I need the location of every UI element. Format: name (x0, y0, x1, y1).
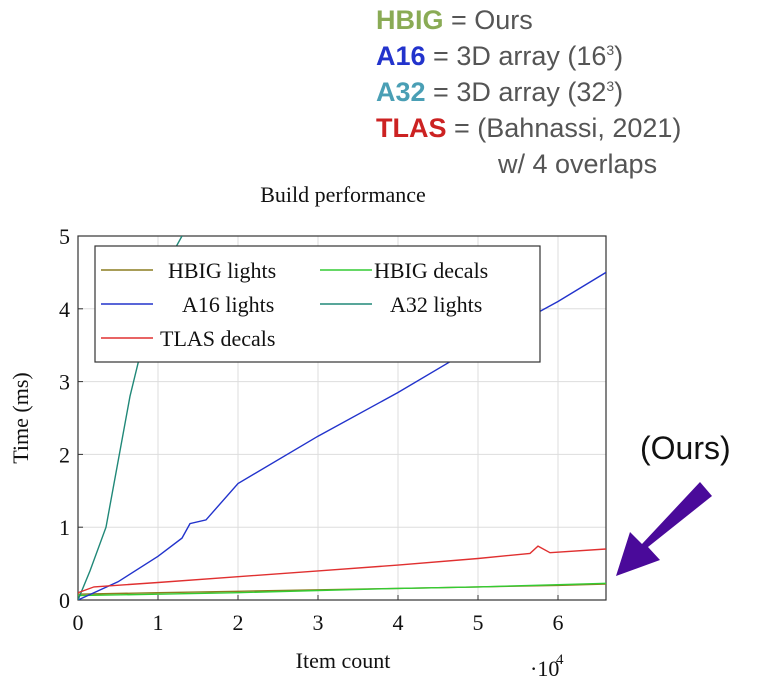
key-hbig-desc: = Ours (451, 5, 533, 35)
ours-annotation: (Ours) (640, 430, 731, 466)
legend-label: A16 lights (182, 292, 274, 317)
key-a32: A32 (376, 77, 426, 107)
chart-title: Build performance (260, 182, 426, 207)
x-tick-label: 6 (553, 610, 564, 635)
key-tlas: TLAS (376, 113, 447, 143)
key-a16-desc: = 3D array (16 (433, 41, 607, 71)
key-row-tlas: TLAS = (Bahnassi, 2021) (376, 110, 681, 146)
key-tlas-desc: = (Bahnassi, 2021) (454, 113, 682, 143)
y-axis-label: Time (ms) (8, 372, 33, 463)
y-tick-label: 0 (59, 588, 70, 613)
y-tick-label: 2 (59, 442, 70, 467)
legend-label: HBIG lights (168, 258, 276, 283)
key-a16-sup: 3 (606, 42, 615, 58)
x-tick-label: 2 (233, 610, 244, 635)
key-legend: HBIG = Ours A16 = 3D array (163) A32 = 3… (376, 2, 681, 182)
key-hbig: HBIG (376, 5, 444, 35)
y-tick-label: 3 (59, 370, 70, 395)
legend-label: A32 lights (390, 292, 482, 317)
key-a32-tail: ) (614, 77, 624, 107)
x-axis-label: Item count (296, 648, 391, 673)
series-line (78, 545, 606, 594)
x-multiplier: ·10 (530, 656, 559, 681)
series-line (78, 582, 606, 597)
x-tick-label: 5 (473, 610, 484, 635)
x-multiplier-exponent: 4 (556, 652, 564, 668)
x-tick-label: 1 (153, 610, 164, 635)
legend-label: TLAS decals (160, 326, 275, 351)
legend-label: HBIG decals (374, 258, 488, 283)
y-tick-label: 5 (59, 224, 70, 249)
x-tick-label: 4 (393, 610, 404, 635)
x-tick-label: 3 (313, 610, 324, 635)
key-a32-sup: 3 (606, 78, 615, 94)
key-row-hbig: HBIG = Ours (376, 2, 681, 38)
ours-arrow (616, 482, 712, 576)
key-a16: A16 (376, 41, 426, 71)
key-row-a16: A16 = 3D array (163) (376, 38, 681, 74)
key-row-a32: A32 = 3D array (323) (376, 74, 681, 110)
plot-frame (77, 235, 607, 601)
key-row-tlas-cont: w/ 4 overlaps (498, 149, 658, 179)
y-tick-label: 1 (59, 515, 70, 540)
y-tick-label: 4 (59, 297, 70, 322)
key-a32-desc: = 3D array (32 (433, 77, 607, 107)
x-tick-label: 0 (73, 610, 84, 635)
legend-box (94, 245, 541, 363)
key-a16-tail: ) (614, 41, 624, 71)
